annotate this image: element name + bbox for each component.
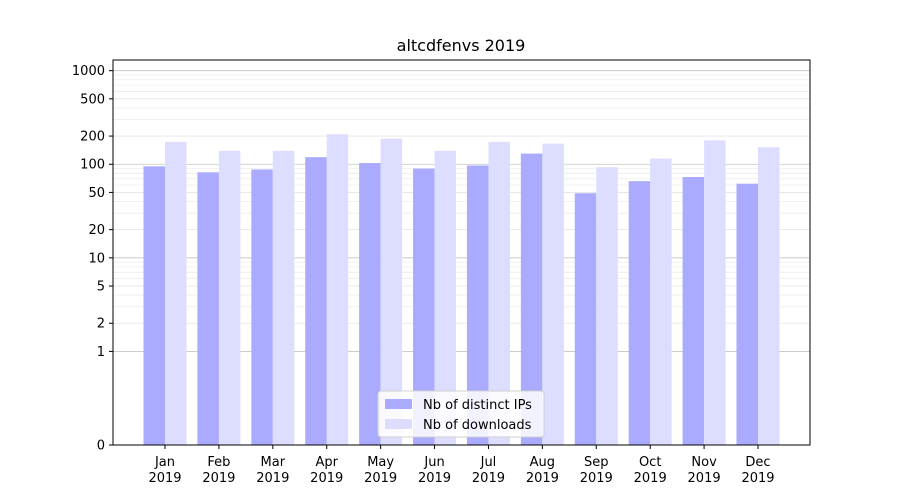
y-tick-label: 100	[80, 158, 105, 173]
x-tick-label: Jun 2019	[418, 455, 451, 486]
legend-box	[377, 390, 545, 438]
bar-downloads	[488, 141, 510, 445]
bar-downloads	[596, 167, 618, 446]
y-tick-label: 500	[80, 92, 105, 107]
x-tick-label: Sep 2019	[580, 455, 613, 486]
x-tick-label: Feb 2019	[202, 455, 235, 486]
bar-downloads	[542, 143, 564, 445]
x-axis: Jan 2019 Feb 2019 Mar 2019 Apr 2019 May 2019 Jun 20…	[148, 445, 775, 486]
y-tick-label: 1	[97, 345, 105, 360]
bar-distinct-ips	[520, 153, 543, 446]
bars	[143, 134, 780, 446]
bar-distinct-ips	[574, 193, 597, 445]
bar-downloads	[326, 134, 349, 445]
y-tick-label: 2	[97, 317, 105, 332]
bar-distinct-ips	[628, 181, 651, 445]
x-tick-label: May 2019	[364, 455, 397, 486]
bar-downloads	[165, 141, 187, 445]
chart-title: altcdfenvs 2019	[397, 36, 526, 55]
x-tick-label: Oct 2019	[634, 455, 667, 486]
y-axis: 0 1 2 5 10 20 50 100 200 500 1000	[72, 64, 113, 454]
y-tick-label: 0	[97, 439, 105, 454]
bar-downloads	[272, 150, 295, 445]
bar-downloads	[434, 150, 457, 445]
bar-distinct-ips	[197, 172, 219, 446]
y-tick-label: 5	[97, 280, 105, 295]
x-tick-label: Aug 2019	[526, 455, 559, 486]
legend: Nb of distinct IPs Nb of downloads	[377, 390, 545, 438]
legend-swatch	[385, 399, 412, 409]
y-tick-label: 10	[88, 251, 105, 266]
bar-distinct-ips	[251, 169, 273, 446]
plot-frame	[112, 59, 811, 446]
bar-downloads	[758, 147, 780, 445]
bar-distinct-ips	[682, 177, 705, 446]
legend-swatch	[385, 419, 412, 429]
bar-distinct-ips	[736, 183, 758, 445]
bar-downloads	[650, 158, 672, 445]
bar-distinct-ips	[466, 165, 489, 446]
x-tick-label: Jan 2019	[148, 455, 181, 486]
x-tick-label: Nov 2019	[688, 455, 721, 486]
x-tick-label: Jul 2019	[472, 455, 505, 486]
x-tick-label: Dec 2019	[741, 455, 774, 486]
y-tick-label: 20	[88, 223, 105, 238]
bar-distinct-ips	[359, 163, 381, 445]
x-tick-label: Apr 2019	[310, 455, 343, 486]
bar-distinct-ips	[143, 166, 165, 445]
y-tick-label: 1000	[72, 64, 105, 79]
bar-downloads	[380, 138, 403, 445]
bar-distinct-ips	[305, 157, 327, 445]
y-tick-label: 200	[80, 130, 105, 145]
bar-distinct-ips	[413, 168, 435, 445]
legend-label: Nb of downloads	[423, 418, 532, 433]
bar-downloads	[218, 150, 241, 445]
legend-label: Nb of distinct IPs	[423, 398, 532, 413]
bar-downloads	[704, 140, 726, 445]
y-tick-label: 50	[88, 186, 105, 201]
x-tick-label: Mar 2019	[256, 455, 289, 486]
